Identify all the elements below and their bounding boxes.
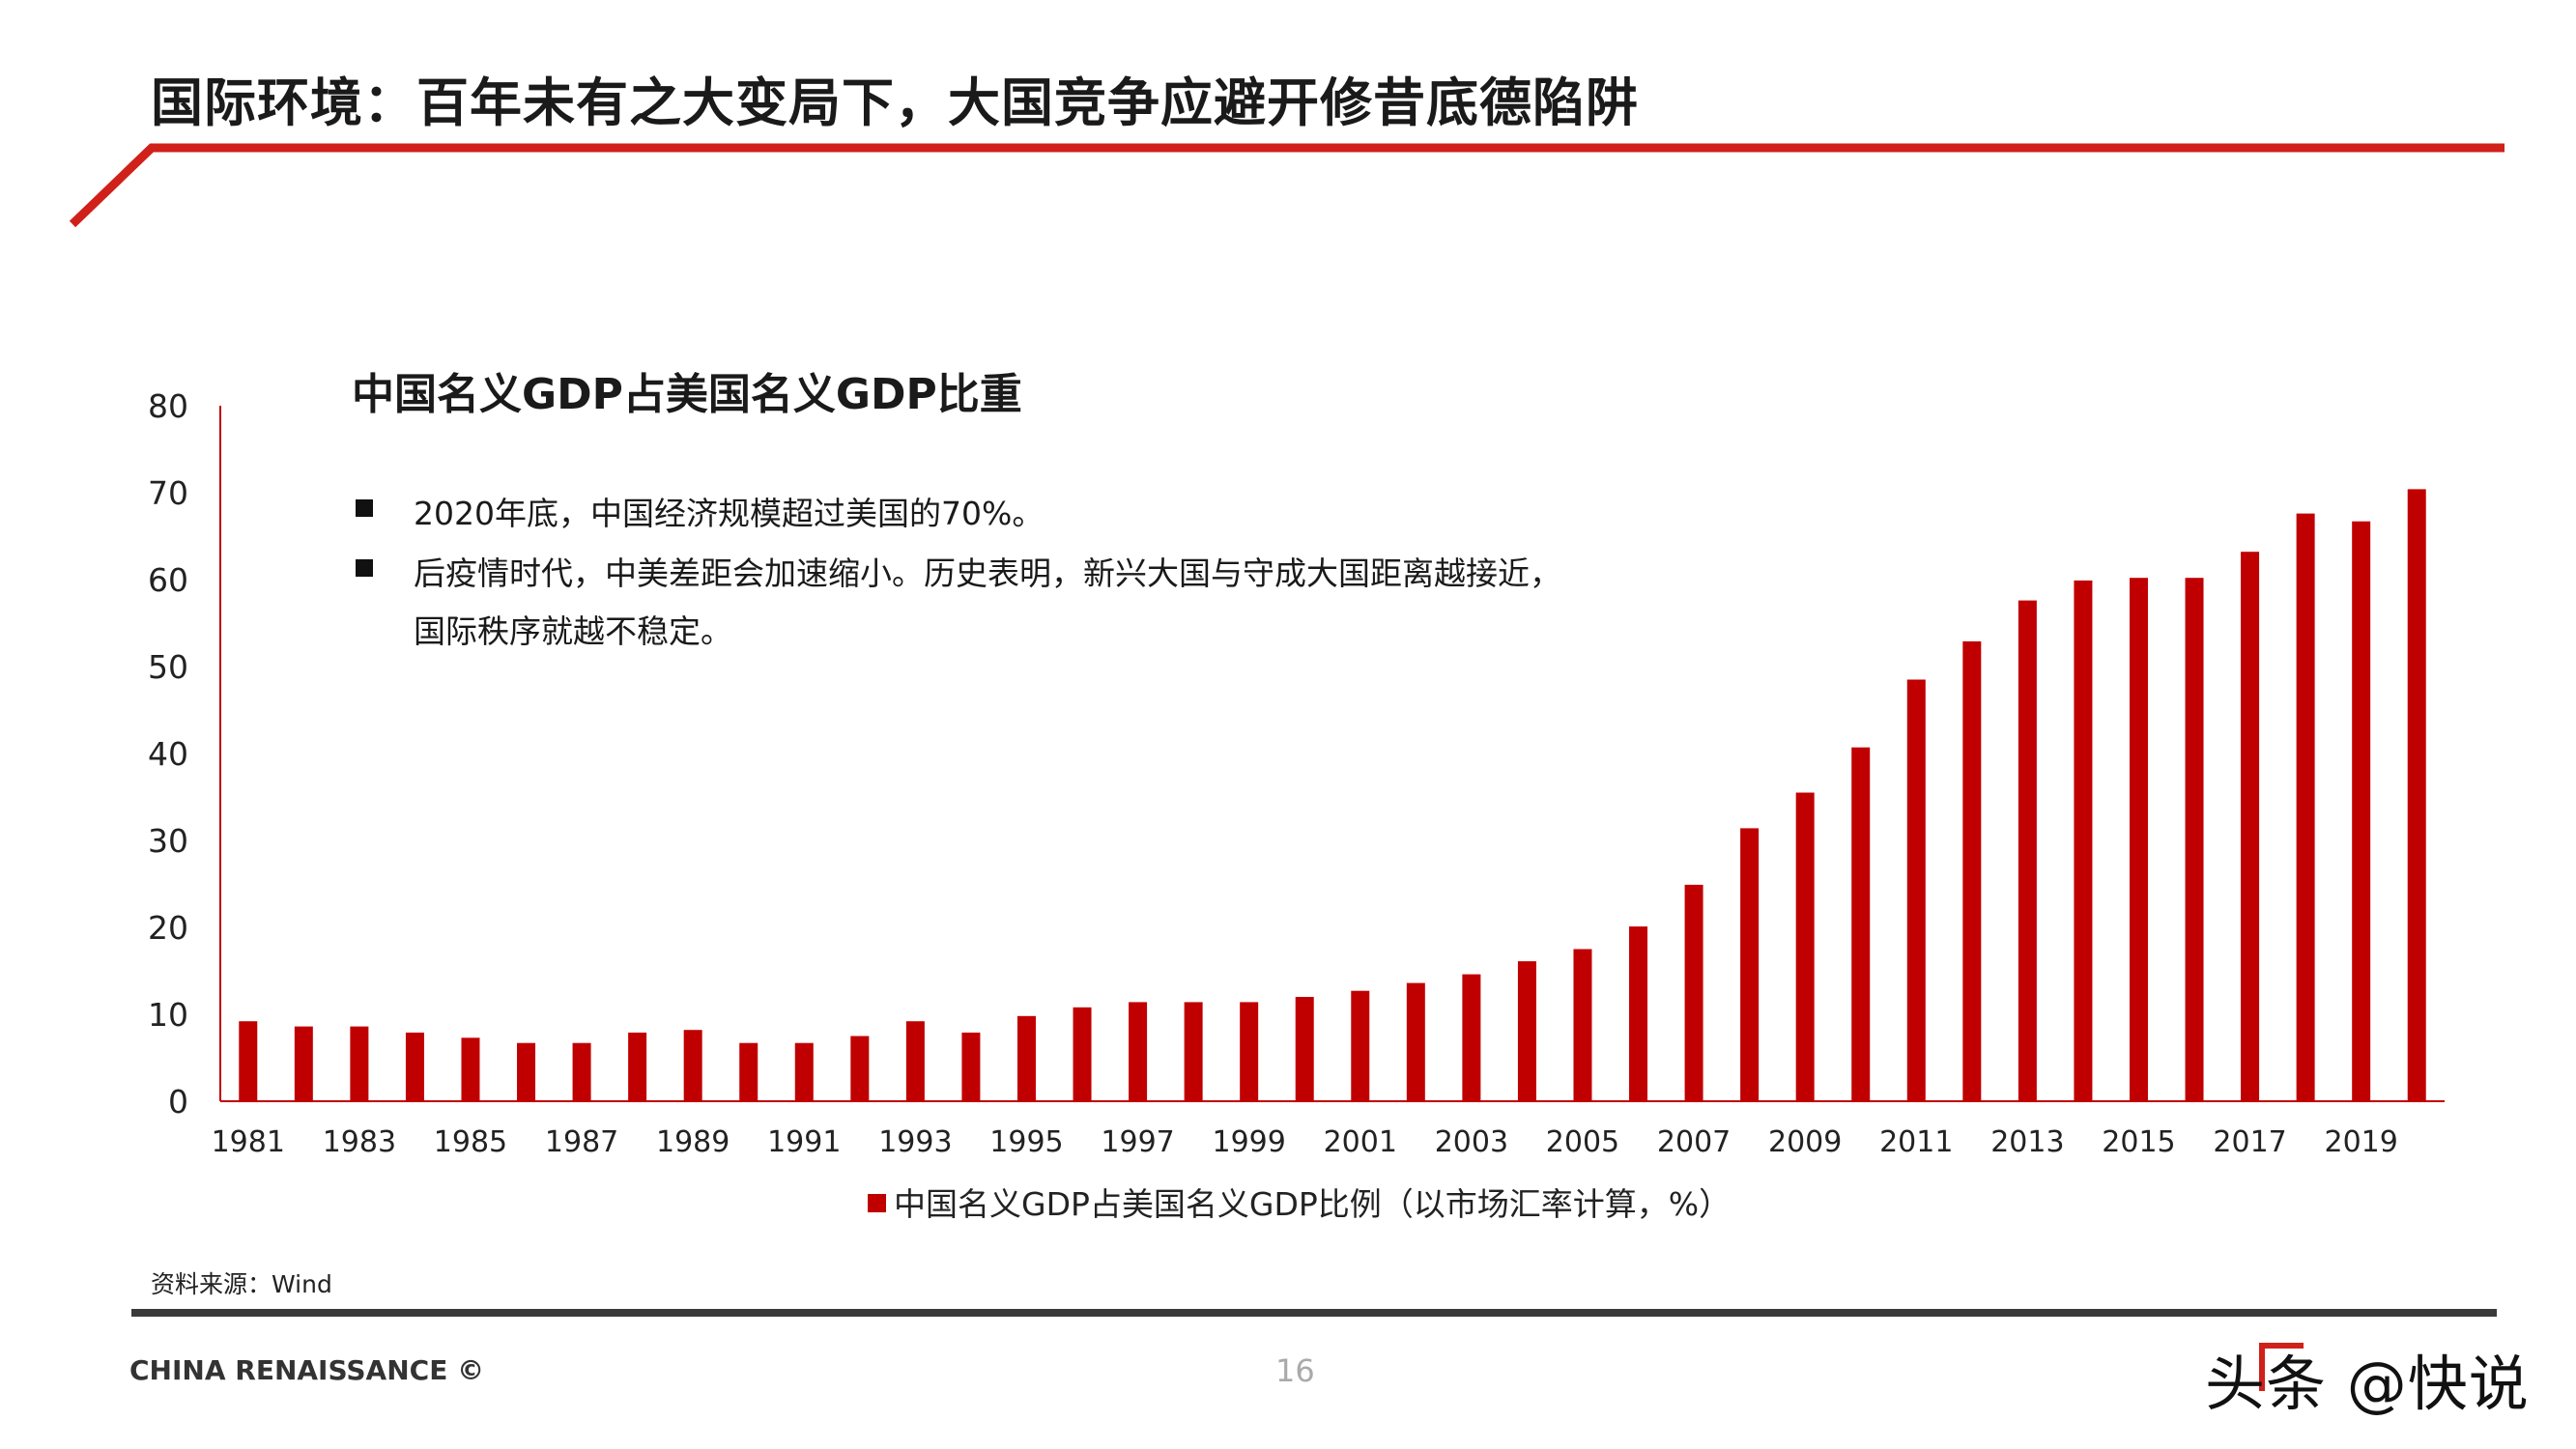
y-tick-label: 60 [148, 561, 188, 599]
bar [1406, 982, 1425, 1101]
bar [683, 1030, 702, 1101]
y-tick-label: 20 [148, 909, 188, 947]
x-tick-label: 2011 [1879, 1125, 1953, 1159]
bar [1240, 1002, 1259, 1101]
bar [1184, 1002, 1203, 1101]
slide-title: 国际环境：百年未有之大变局下，大国竞争应避开修昔底德陷阱 [151, 72, 1639, 133]
x-tick-label: 2015 [2102, 1125, 2175, 1159]
x-tick-label: 2005 [1546, 1125, 1619, 1159]
x-tick-label: 1993 [878, 1125, 952, 1159]
bar [1684, 884, 1703, 1101]
bar [1129, 1002, 1148, 1101]
x-tick-label: 2009 [1768, 1125, 1842, 1159]
bar [794, 1042, 814, 1101]
x-tick-label: 2013 [1990, 1125, 2064, 1159]
bar [961, 1032, 981, 1101]
footer-divider [131, 1309, 2497, 1317]
bullet-square-icon [356, 499, 373, 517]
x-tick-label: 1999 [1212, 1125, 1285, 1159]
bar [2407, 489, 2426, 1101]
bar [2129, 578, 2148, 1101]
x-tick-label: 2003 [1435, 1125, 1508, 1159]
bar [2074, 580, 2093, 1101]
bar [572, 1042, 591, 1101]
bar [1573, 949, 1592, 1101]
y-tick-label: 10 [148, 996, 188, 1034]
y-tick-label: 50 [148, 648, 188, 686]
bar [1073, 1007, 1092, 1101]
bar [850, 1036, 870, 1101]
watermark: 头条 @快说 [2205, 1349, 2530, 1419]
bar [2018, 600, 2037, 1101]
x-tick-label: 1991 [767, 1125, 841, 1159]
bar [1795, 792, 1815, 1101]
bar [1462, 974, 1481, 1101]
bar [1629, 926, 1648, 1101]
bar [1295, 997, 1314, 1101]
page-number: 16 [1275, 1352, 1315, 1389]
chart-legend: 中国名义GDP占美国名义GDP比例（以市场汇率计算，%） [868, 1179, 1731, 1225]
source-note: 资料来源：Wind [151, 1270, 332, 1298]
bar [405, 1032, 424, 1101]
bar [461, 1037, 480, 1101]
x-tick-label: 2007 [1657, 1125, 1731, 1159]
note-text: 2020年底，中国经济规模超过美国的70%。 [414, 495, 1045, 532]
company-name: CHINA RENAISSANCE © [129, 1354, 485, 1386]
bar [517, 1042, 536, 1101]
x-tick-label: 1989 [656, 1125, 730, 1159]
bullet-square-icon [356, 559, 373, 577]
y-tick-label: 40 [148, 735, 188, 773]
bar [739, 1042, 758, 1101]
bar [1851, 747, 1871, 1101]
legend-swatch [868, 1194, 886, 1212]
bar [1517, 961, 1536, 1101]
x-tick-label: 1997 [1101, 1125, 1174, 1159]
y-tick-label: 70 [148, 474, 188, 512]
x-tick-label: 1983 [323, 1125, 396, 1159]
note-text: 后疫情时代，中美差距会加速缩小。历史表明，新兴大国与守成大国距离越接近， [414, 554, 1561, 592]
x-tick-label: 2017 [2213, 1125, 2286, 1159]
chart-title: 中国名义GDP占美国名义GDP比重 [352, 370, 1022, 419]
bar [1906, 679, 1926, 1101]
y-tick-label: 30 [148, 822, 188, 860]
bar [1351, 990, 1370, 1101]
x-tick-label: 1995 [989, 1125, 1063, 1159]
note-text: 国际秩序就越不稳定。 [414, 612, 732, 650]
header-accent-line [69, 143, 2504, 228]
bar [294, 1026, 313, 1101]
bar [2185, 578, 2204, 1101]
watermark-logo-icon [2259, 1343, 2304, 1391]
bar [2352, 521, 2371, 1101]
bar [2241, 552, 2260, 1101]
x-tick-label: 1981 [212, 1125, 285, 1159]
y-tick-label: 80 [148, 387, 188, 425]
x-tick-label: 1987 [545, 1125, 618, 1159]
bar [1962, 640, 1982, 1101]
x-tick-label: 2001 [1324, 1125, 1397, 1159]
x-tick-label: 2019 [2324, 1125, 2397, 1159]
legend-label: 中国名义GDP占美国名义GDP比例（以市场汇率计算，%） [894, 1185, 1732, 1223]
bar [1016, 1015, 1036, 1101]
bar [350, 1026, 369, 1101]
y-tick-label: 0 [168, 1083, 188, 1121]
bar [1740, 828, 1760, 1101]
bar [905, 1021, 925, 1101]
bar [628, 1032, 647, 1101]
bar [239, 1021, 258, 1101]
bar [2296, 513, 2315, 1101]
x-tick-label: 1985 [434, 1125, 507, 1159]
